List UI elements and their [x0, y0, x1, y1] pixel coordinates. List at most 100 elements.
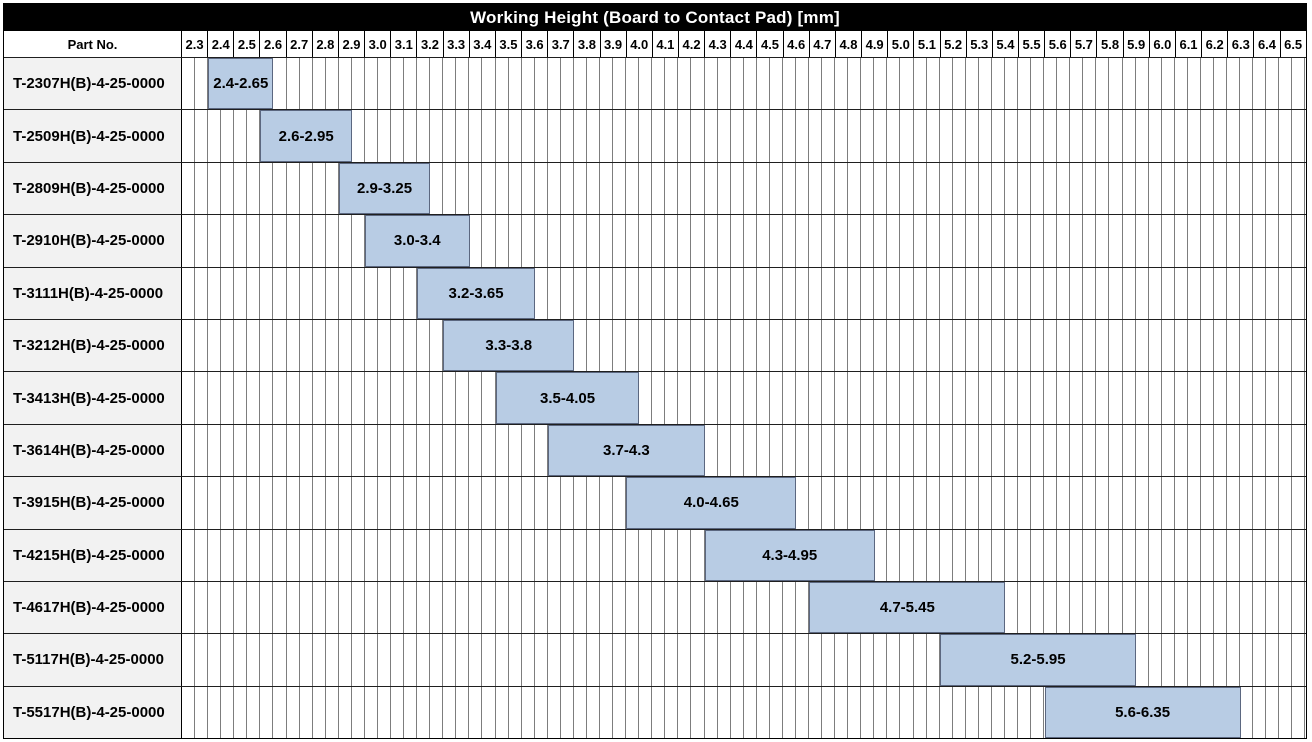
grid-minor-cell: [522, 424, 535, 477]
grid-minor-cell: [1162, 634, 1175, 686]
grid-minor-cell: [469, 477, 483, 529]
grid-minor-cell: [273, 529, 287, 581]
grid-minor-cell: [482, 634, 496, 686]
axis-tick-label: 4.3: [704, 31, 730, 57]
grid-minor-cell: [691, 110, 705, 162]
grid-minor-cell: [326, 634, 339, 686]
grid-minor-cell: [195, 686, 209, 739]
grid-minor-cell: [1240, 529, 1254, 581]
grid-minor-cell: [770, 110, 783, 162]
grid-minor-cell: [1070, 372, 1084, 424]
grid-minor-cell: [548, 267, 561, 319]
grid-minor-cell: [313, 215, 326, 267]
grid-minor-cell: [1240, 162, 1254, 215]
grid-minor-cell: [378, 581, 391, 634]
grid-minor-cell: [796, 58, 809, 110]
grid-minor-cell: [1031, 477, 1045, 529]
grid-minor-cell: [208, 424, 222, 477]
grid-minor-cell: [404, 424, 418, 477]
grid-minor-cell: [770, 58, 783, 110]
grid-minor-cell: [1083, 215, 1097, 267]
grid-minor-cell: [1279, 634, 1293, 686]
grid-minor-cell: [469, 634, 483, 686]
grid-minor-cell: [835, 424, 849, 477]
grid-minor-cell: [260, 319, 274, 372]
grid-minor-cell: [1292, 110, 1306, 162]
grid-minor-cell: [1083, 529, 1097, 581]
grid-minor-cell: [861, 267, 875, 319]
grid-minor-cell: [652, 686, 666, 739]
grid-minor-cell: [365, 372, 378, 424]
grid-minor-cell: [1096, 267, 1110, 319]
grid-minor-cell: [966, 686, 979, 739]
grid-minor-cell: [1109, 581, 1123, 634]
grid-minor-cell: [391, 372, 405, 424]
grid-minor-cell: [1149, 634, 1162, 686]
grid-minor-cell: [966, 267, 979, 319]
grid-minor-cell: [1109, 477, 1123, 529]
grid-minor-cell: [509, 424, 522, 477]
grid-minor-cell: [626, 581, 640, 634]
grid-minor-cell: [326, 529, 339, 581]
grid-minor-cell: [260, 162, 274, 215]
grid-minor-cell: [613, 686, 627, 739]
range-bar: 5.2-5.95: [940, 634, 1137, 686]
grid-minor-cell: [783, 372, 796, 424]
grid-minor-cell: [940, 110, 953, 162]
working-height-table: Working Height (Board to Contact Pad) [m…: [3, 3, 1307, 739]
part-no-cell: T-2509H(B)-4-25-0000: [4, 110, 182, 162]
grid-minor-cell: [1096, 477, 1110, 529]
part-no-cell: T-5517H(B)-4-25-0000: [4, 686, 182, 739]
grid-minor-cell: [391, 634, 405, 686]
grid-minor-cell: [456, 110, 470, 162]
grid-minor-cell: [1253, 162, 1267, 215]
grid-minor-cell: [1253, 634, 1267, 686]
axis-tick-label: 4.4: [730, 31, 756, 57]
grid-minor-cell: [691, 319, 705, 372]
grid-minor-cell: [287, 267, 300, 319]
grid-minor-cell: [482, 477, 496, 529]
grid-minor-cell: [757, 372, 770, 424]
grid-minor-cell: [705, 215, 718, 267]
grid-minor-cell: [509, 634, 522, 686]
grid-minor-cell: [1214, 215, 1227, 267]
grid-minor-cell: [456, 529, 470, 581]
grid-minor-cell: [1292, 581, 1306, 634]
grid-minor-cell: [247, 162, 261, 215]
grid-minor-cell: [900, 529, 914, 581]
grid-minor-cell: [326, 372, 339, 424]
grid-minor-cell: [1279, 215, 1293, 267]
grid-minor-cell: [587, 267, 600, 319]
axis-tick-label: 5.8: [1096, 31, 1122, 57]
grid-minor-cell: [731, 267, 744, 319]
grid-minor-cell: [1149, 267, 1162, 319]
grid-minor-cell: [731, 319, 744, 372]
grid-minor-cell: [313, 319, 326, 372]
grid-minor-cell: [1292, 58, 1306, 110]
grid-minor-cell: [940, 477, 953, 529]
grid-minor-cell: [339, 372, 352, 424]
grid-minor-cell: [509, 215, 522, 267]
table-row: T-4617H(B)-4-25-0000 4.7-5.45: [4, 580, 1306, 634]
grid-minor-cell: [1188, 477, 1201, 529]
range-bar: 4.3-4.95: [704, 529, 875, 581]
grid-minor-cell: [1096, 162, 1110, 215]
grid-minor-cell: [744, 58, 757, 110]
grid-minor-cell: [221, 686, 235, 739]
grid-minor-cell: [1292, 319, 1306, 372]
axis-tick-label: 6.4: [1253, 31, 1279, 57]
grid-minor-cell: [600, 215, 614, 267]
grid-minor-cell: [1175, 424, 1188, 477]
axis-tick-label: 4.6: [782, 31, 809, 57]
grid-minor-cell: [509, 477, 522, 529]
grid-minor-cell: [574, 319, 587, 372]
grid-minor-cell: [300, 686, 313, 739]
grid-minor-cell: [1109, 58, 1123, 110]
grid-minor-cell: [992, 372, 1005, 424]
range-bar: 5.6-6.35: [1044, 686, 1241, 739]
grid-minor-cell: [796, 215, 809, 267]
grid-minor-cell: [1279, 110, 1293, 162]
chart-rows: T-2307H(B)-4-25-0000 2.4-2.65 T-2509H(B)-4…: [4, 58, 1306, 739]
grid-minor-cell: [861, 634, 875, 686]
grid-minor-cell: [1136, 162, 1149, 215]
